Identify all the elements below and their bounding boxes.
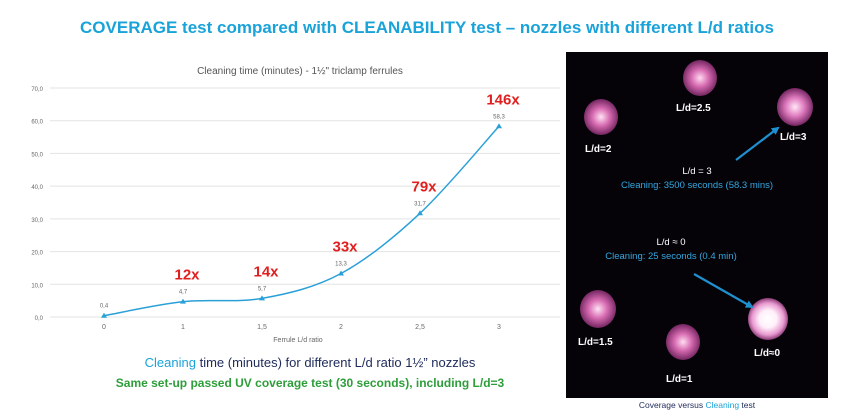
data-point xyxy=(496,123,502,129)
multiplier-label: 79x xyxy=(411,178,437,195)
y-tick-label: 60,0 xyxy=(31,120,43,126)
data-point xyxy=(417,210,423,216)
data-point xyxy=(180,298,186,304)
x-tick-label: 1 xyxy=(181,324,185,331)
chart-caption-line1: Cleaning time (minutes) for different L/… xyxy=(80,355,540,370)
data-label: 31,7 xyxy=(414,201,426,207)
annot-bottom-cleaning: Cleaning: 25 seconds (0.4 min) xyxy=(605,251,737,262)
x-axis-ticks: 0 1 1,5 2 2,5 3 xyxy=(102,324,501,331)
y-tick-label: 30,0 xyxy=(31,218,43,224)
label-ld2: L/d=2 xyxy=(585,144,612,155)
label-ld25: L/d=2.5 xyxy=(676,103,711,114)
label-ld15: L/d=1.5 xyxy=(578,337,613,348)
ferrule-ld2 xyxy=(584,99,618,135)
multiplier-label: 14x xyxy=(253,263,279,280)
label-ld1: L/d=1 xyxy=(666,374,693,385)
caption-highlight-cleaning: Cleaning xyxy=(144,355,196,370)
multiplier-label: 12x xyxy=(174,267,200,284)
chart-grid xyxy=(50,87,560,318)
data-point xyxy=(101,312,107,318)
photo-caption-versus: versus xyxy=(675,400,706,410)
y-tick-label: 10,0 xyxy=(31,283,43,289)
ferrule-photo: L/d=2.5 L/d=2 L/d=3 L/d=1.5 L/d=1 L/d≈0 … xyxy=(566,52,828,398)
cleaning-time-chart: Cleaning time (minutes) - 1½" triclamp f… xyxy=(31,66,560,344)
ferrule-ld0 xyxy=(748,298,788,340)
photo-arrows xyxy=(693,126,780,308)
label-ld3: L/d=3 xyxy=(780,132,807,143)
photo-caption: Coverage versus Cleaning test xyxy=(566,400,828,410)
series-cleaning-time xyxy=(101,123,502,318)
data-label: 13,3 xyxy=(335,261,347,267)
ferrule-ld1 xyxy=(666,324,700,360)
multiplier-label: 146x xyxy=(486,91,520,108)
page-headline: COVERAGE test compared with CLEANABILITY… xyxy=(80,18,774,37)
caption-line1-rest: time (minutes) for different L/d ratio 1… xyxy=(195,355,476,370)
chart-title: Cleaning time (minutes) - 1½" triclamp f… xyxy=(197,66,403,77)
data-label: 58,3 xyxy=(493,114,505,120)
annot-top-title: L/d = 3 xyxy=(682,166,712,177)
ferrule-ld3 xyxy=(777,88,813,126)
label-ld0: L/d≈0 xyxy=(754,348,781,359)
series-line xyxy=(103,125,500,317)
data-point xyxy=(259,295,265,301)
data-point xyxy=(338,270,344,276)
y-tick-label: 20,0 xyxy=(31,251,43,257)
x-tick-label: 2,5 xyxy=(415,324,425,331)
multiplier-label: 33x xyxy=(332,238,358,255)
x-tick-label: 0 xyxy=(102,324,106,331)
arrow-to-ld3 xyxy=(735,126,780,161)
photo-caption-cleaning: Cleaning xyxy=(705,400,740,410)
y-tick-label: 50,0 xyxy=(31,152,43,158)
data-label: 0,4 xyxy=(100,304,109,310)
y-tick-label: 0,0 xyxy=(35,316,44,322)
ferrule-ld15 xyxy=(580,290,616,328)
x-tick-label: 3 xyxy=(497,324,501,331)
x-tick-label: 1,5 xyxy=(257,324,267,331)
data-labels: 0,4 4,7 5,7 13,3 31,7 58,3 xyxy=(100,114,506,309)
ferrule-ld25 xyxy=(683,60,717,96)
x-axis-label: Ferrule L/d ratio xyxy=(273,337,323,344)
arrow-to-ld0 xyxy=(693,273,754,308)
y-tick-label: 70,0 xyxy=(31,87,43,93)
y-axis-ticks: 0,0 10,0 20,0 30,0 40,0 50,0 60,0 70,0 xyxy=(31,87,43,322)
x-tick-label: 2 xyxy=(339,324,343,331)
data-label: 4,7 xyxy=(179,290,188,296)
multiplier-labels: 12x 14x 33x 79x 146x xyxy=(174,91,520,283)
annot-bottom-title: L/d ≈ 0 xyxy=(656,237,686,248)
chart-caption-line2: Same set-up passed UV coverage test (30 … xyxy=(115,376,505,390)
photo-caption-coverage: Coverage xyxy=(638,400,676,410)
photo-caption-test: test xyxy=(739,400,756,410)
y-tick-label: 40,0 xyxy=(31,185,43,191)
data-label: 5,7 xyxy=(258,286,267,292)
annot-top-cleaning: Cleaning: 3500 seconds (58.3 mins) xyxy=(620,180,774,191)
